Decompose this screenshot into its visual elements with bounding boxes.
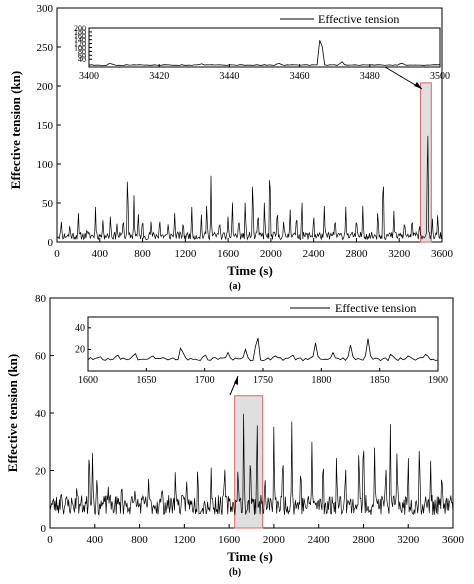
panel-b-label: (b) bbox=[229, 567, 241, 578]
panel-a-legend-label: Effective tension bbox=[318, 12, 399, 26]
panel-b: 0 400 800 1200 1600 2000 2400 2800 3200 3600 0204… bbox=[5, 293, 465, 578]
panel-b-y-ticks: 0 20 40 60 80 bbox=[35, 293, 54, 535]
panel-a-ylabel: Effective tension (kn) bbox=[8, 71, 23, 189]
panel-a-series-line bbox=[56, 135, 443, 241]
panel-a-inset: 3400 3420 3440 3460 3480 3500 406080100120140… bbox=[74, 24, 450, 82]
panel-a-legend: Effective tension bbox=[280, 12, 399, 26]
panel-a-inset-y-tick-label: 60 bbox=[78, 51, 86, 60]
panel-a-inset-x-tick-label: 3420 bbox=[149, 71, 169, 82]
panel-a-y-tick-label: 250 bbox=[37, 42, 54, 54]
panel-a-y-tick-label: 300 bbox=[37, 3, 54, 15]
panel-b-x-tick-label: 3200 bbox=[397, 534, 420, 546]
panel-b-inset-x-tick-label: 1900 bbox=[428, 375, 448, 386]
panel-a-xlabel: Time (s) bbox=[227, 263, 273, 278]
panel-b-ylabel: Effective tension (kn) bbox=[5, 354, 20, 472]
panel-b-legend: Effective tension bbox=[290, 301, 416, 315]
panel-a-x-tick-label: 400 bbox=[92, 248, 109, 260]
panel-b-inset-y-tick-label: 40 bbox=[75, 323, 85, 334]
panel-a-x-tick-label: 1200 bbox=[174, 248, 197, 260]
panel-a-y-tick-label: 100 bbox=[37, 159, 54, 171]
panel-b-series bbox=[49, 413, 454, 517]
panel-b-inset-x-tick-label: 1700 bbox=[195, 375, 215, 386]
panel-a-inset-y-tick-label: 80 bbox=[78, 47, 86, 56]
panel-a-inset-y-tick-label: 200 bbox=[74, 24, 86, 33]
panel-b-legend-label: Effective tension bbox=[335, 301, 416, 315]
panel-a-x-tick-label: 3600 bbox=[431, 248, 454, 260]
panel-b-inset-x-tick-label: 1600 bbox=[78, 375, 98, 386]
panel-b-x-tick-label: 2000 bbox=[263, 534, 286, 546]
panel-a-callout-arrowhead bbox=[414, 82, 422, 89]
panel-a-x-tick-label: 800 bbox=[134, 248, 151, 260]
panel-a-x-tick-label: 0 bbox=[54, 248, 60, 260]
panel-a-inset-y-tick-label: 180 bbox=[74, 28, 86, 37]
panel-a-inset-y-tick-label: 160 bbox=[74, 32, 86, 41]
panel-a-x-tick-label: 2400 bbox=[303, 248, 326, 260]
panel-b-x-tick-label: 2400 bbox=[308, 534, 331, 546]
panel-a-inset-x-tick-label: 3500 bbox=[430, 71, 450, 82]
panel-a-x-tick-label: 2000 bbox=[260, 248, 283, 260]
panel-a-inset-y-tick-label: 100 bbox=[74, 44, 86, 53]
panel-a-highlight-box bbox=[420, 82, 432, 243]
panel-b-x-tick-label: 800 bbox=[131, 534, 148, 546]
panel-a-inset-x-ticks: 3400 3420 3440 3460 3480 3500 bbox=[79, 64, 450, 82]
panel-b-y-tick-label: 40 bbox=[35, 408, 47, 420]
panel-a-inset-series bbox=[88, 40, 441, 66]
panel-a-y-tick-label: 0 bbox=[48, 237, 54, 249]
panel-b-x-tick-label: 400 bbox=[87, 534, 104, 546]
panel-a-inset-frame bbox=[88, 27, 441, 68]
panel-b-x-tick-label: 1200 bbox=[173, 534, 196, 546]
panel-b-inset-y-tick-label: 20 bbox=[75, 344, 85, 355]
panel-b-y-tick-label: 60 bbox=[35, 351, 47, 363]
panel-a-inset-y-tick-label: 40 bbox=[78, 55, 86, 64]
panel-b-inset-x-tick-label: 1800 bbox=[311, 375, 331, 386]
panel-b-x-tick-label: 3600 bbox=[442, 534, 465, 546]
panel-b-y-tick-label: 0 bbox=[41, 523, 47, 535]
panel-a-x-tick-label: 3200 bbox=[388, 248, 411, 260]
panel-a-y-tick-label: 200 bbox=[37, 81, 54, 93]
panel-b-callout-arrowhead bbox=[234, 376, 238, 385]
panel-a-inset-x-tick-label: 3480 bbox=[360, 71, 380, 82]
panel-a-label: (a) bbox=[229, 281, 241, 292]
panel-b-x-tick-label: 2800 bbox=[352, 534, 375, 546]
panel-b-inset-series bbox=[87, 337, 439, 362]
panel-b-inset-x-tick-label: 1850 bbox=[370, 375, 390, 386]
panel-a-x-tick-label: 1600 bbox=[217, 248, 240, 260]
panel-a-y-tick-label: 150 bbox=[37, 120, 54, 132]
panel-b-inset-x-tick-label: 1750 bbox=[253, 375, 273, 386]
panel-b-inset-x-tick-label: 1650 bbox=[136, 375, 156, 386]
panel-a-inset-y-tick-label: 140 bbox=[74, 36, 86, 45]
panel-b-y-tick-label: 80 bbox=[35, 293, 47, 305]
panel-b-x-tick-label: 1600 bbox=[218, 534, 241, 546]
panel-b-inset-series-line bbox=[87, 337, 439, 362]
panel-a-inset-x-tick-label: 3440 bbox=[219, 71, 239, 82]
panel-a-x-ticks: 0 400 800 1200 1600 2000 2400 2800 3200 3600 bbox=[54, 238, 454, 260]
panel-a: 0 400 800 1200 1600 2000 2400 2800 3200 3600 0 50 1… bbox=[8, 3, 454, 292]
panel-b-x-ticks: 0 400 800 1200 1600 2000 2400 2800 3200 3600 bbox=[47, 524, 465, 546]
panel-a-inset-x-tick-label: 3400 bbox=[79, 71, 99, 82]
panel-b-inset-frame bbox=[87, 316, 439, 372]
panel-b-series-line bbox=[49, 413, 454, 517]
panel-a-inset-y-tick-label: 120 bbox=[74, 40, 86, 49]
panel-b-y-tick-label: 20 bbox=[35, 466, 47, 478]
panel-b-xlabel: Time (s) bbox=[227, 549, 273, 564]
panel-a-inset-series-line bbox=[88, 40, 441, 66]
panel-a-series bbox=[56, 135, 443, 241]
panel-a-y-tick-label: 50 bbox=[42, 198, 54, 210]
panel-a-inset-x-tick-label: 3460 bbox=[290, 71, 310, 82]
panel-a-x-tick-label: 2800 bbox=[345, 248, 368, 260]
panel-b-inset-x-ticks: 1600 1650 1700 1750 1800 1850 1900 bbox=[78, 368, 448, 386]
panel-b-x-tick-label: 0 bbox=[47, 534, 53, 546]
panel-a-y-ticks: 0 50 100 150 200 250 300 bbox=[37, 3, 61, 249]
